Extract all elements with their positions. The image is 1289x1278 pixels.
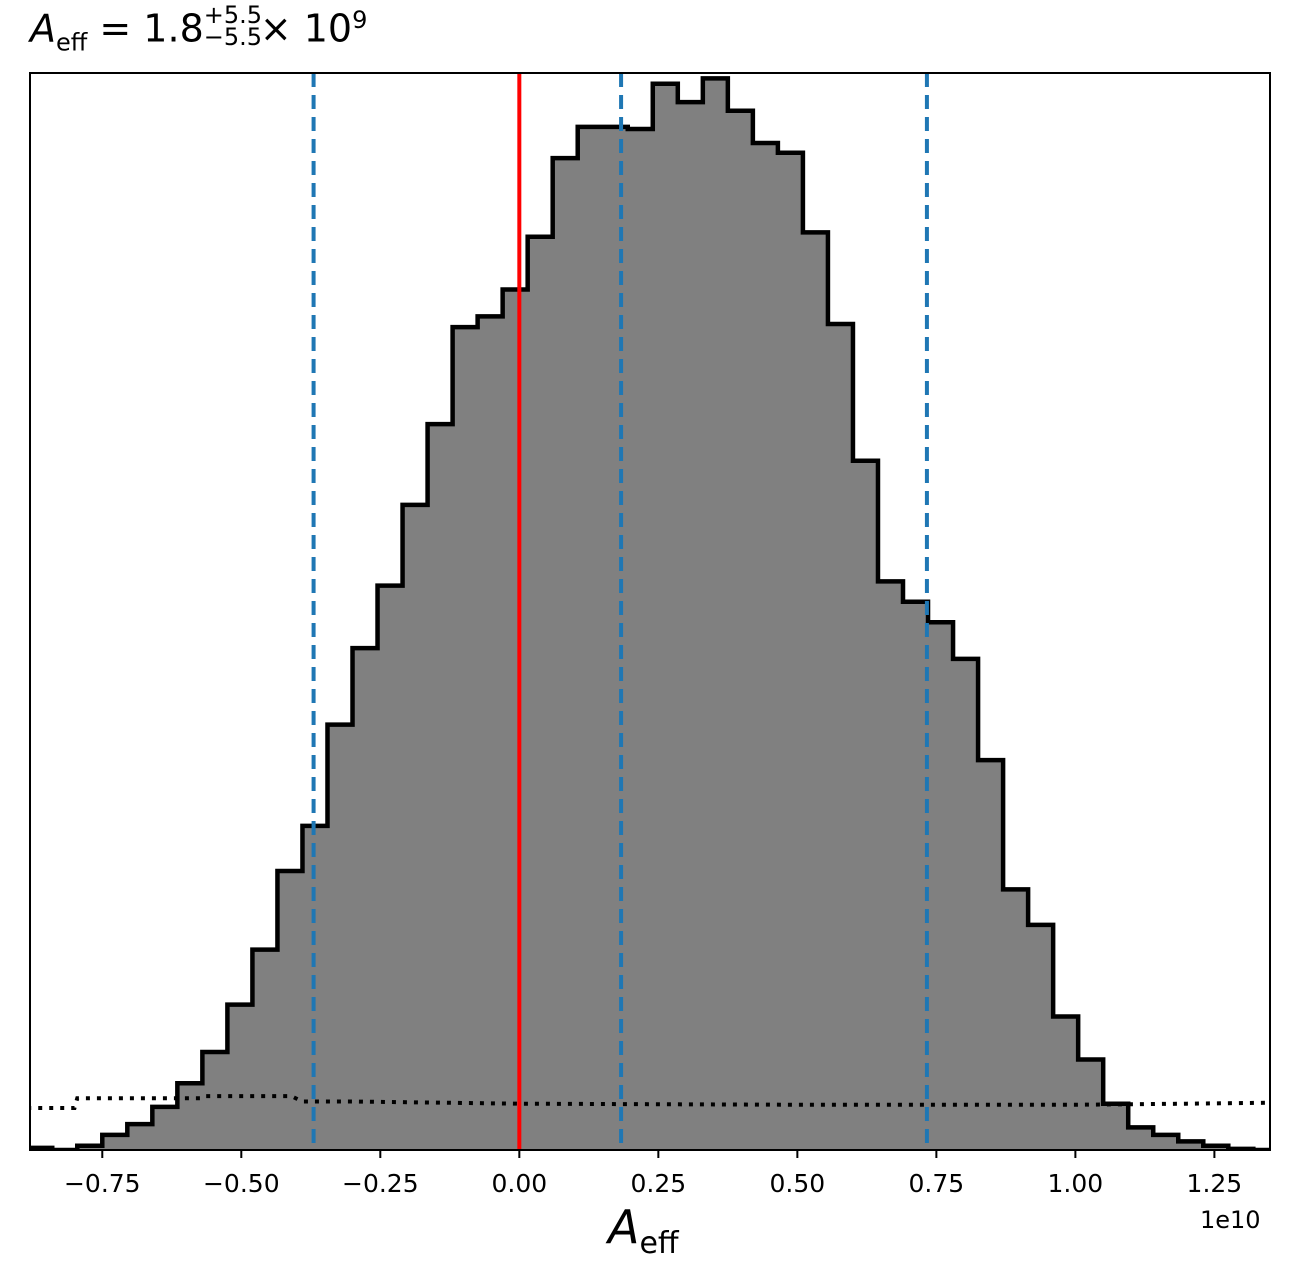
histogram-bar [602,126,629,1150]
histogram-bar [752,143,779,1150]
x-tick-label: 0.50 [770,1169,826,1198]
histogram-bar [727,110,754,1150]
histogram-bar [477,316,504,1150]
histogram-bar [102,1134,128,1150]
histogram-bar [827,323,854,1150]
histogram-bar [1178,1141,1204,1150]
histogram-bar [352,648,379,1150]
histogram-bar [702,78,729,1150]
histogram-bar [402,504,429,1150]
histogram-bar [502,289,529,1150]
histogram-bar [1028,924,1054,1150]
x-tick-label: 1.00 [1048,1169,1104,1198]
x-axis-offset-label: 1e10 [1200,1206,1261,1234]
histogram-bar [152,1106,178,1150]
x-axis-label-subscript: eff [639,1226,679,1262]
histogram-bar [852,460,879,1150]
histogram-bar [1003,889,1029,1150]
histogram-bar [577,126,604,1150]
histogram-bar [202,1051,228,1150]
histogram-bar [427,424,454,1150]
x-axis-label-symbol: A [608,1200,640,1254]
histogram-bar [177,1083,203,1150]
title-symbol: A [30,6,56,51]
histogram-bar [1153,1134,1179,1150]
title-lower-error: −5.5 [203,23,263,52]
histogram-bar [252,949,278,1150]
histogram-bar [1053,1016,1079,1150]
x-tick-label: 1.25 [1187,1169,1243,1198]
histogram-bar [802,232,829,1150]
plot-frame [29,72,1271,1151]
histogram-bar [928,622,954,1150]
histogram-bar [377,585,404,1150]
title-exponent: 9 [352,6,368,34]
histogram-bar [777,152,804,1150]
title-subscript: eff [56,28,88,57]
x-tick-label: 0.25 [631,1169,687,1198]
histogram-bar [127,1124,153,1150]
title-upper-error: +5.5 [203,1,263,30]
histogram-bar [652,83,679,1150]
title-value: = 1.8 [87,6,204,51]
x-tick-label: −0.50 [203,1169,280,1198]
histogram-bar [877,581,904,1150]
histogram-outline [30,76,1270,1150]
histogram-bar [527,236,554,1150]
title-errors: +5.5 −5.5 [204,3,262,53]
histogram-bar [953,658,979,1150]
x-tick-label: 0.75 [909,1169,965,1198]
x-tick-label: −0.25 [342,1169,419,1198]
histogram-bar [327,724,354,1150]
x-axis-label: Aeff [608,1200,679,1261]
histogram-bar [1103,1103,1129,1150]
histogram-bar [227,1004,253,1150]
histogram-bar [677,102,704,1150]
title-times: × 10 [247,6,353,51]
histogram-bar [627,129,654,1150]
histogram-bar [1128,1127,1154,1150]
prior-dotted-line [30,1094,1270,1110]
histogram-bar [903,601,929,1150]
histogram-bar [978,760,1004,1150]
x-tick-label: −0.75 [64,1169,141,1198]
x-tick-label: 0.00 [491,1169,547,1198]
histogram-bar [552,158,579,1150]
chart-title: Aeff = 1.8 +5.5 −5.5 × 109 [30,3,368,57]
histogram-bar [452,327,479,1150]
histogram-bar [277,871,303,1150]
